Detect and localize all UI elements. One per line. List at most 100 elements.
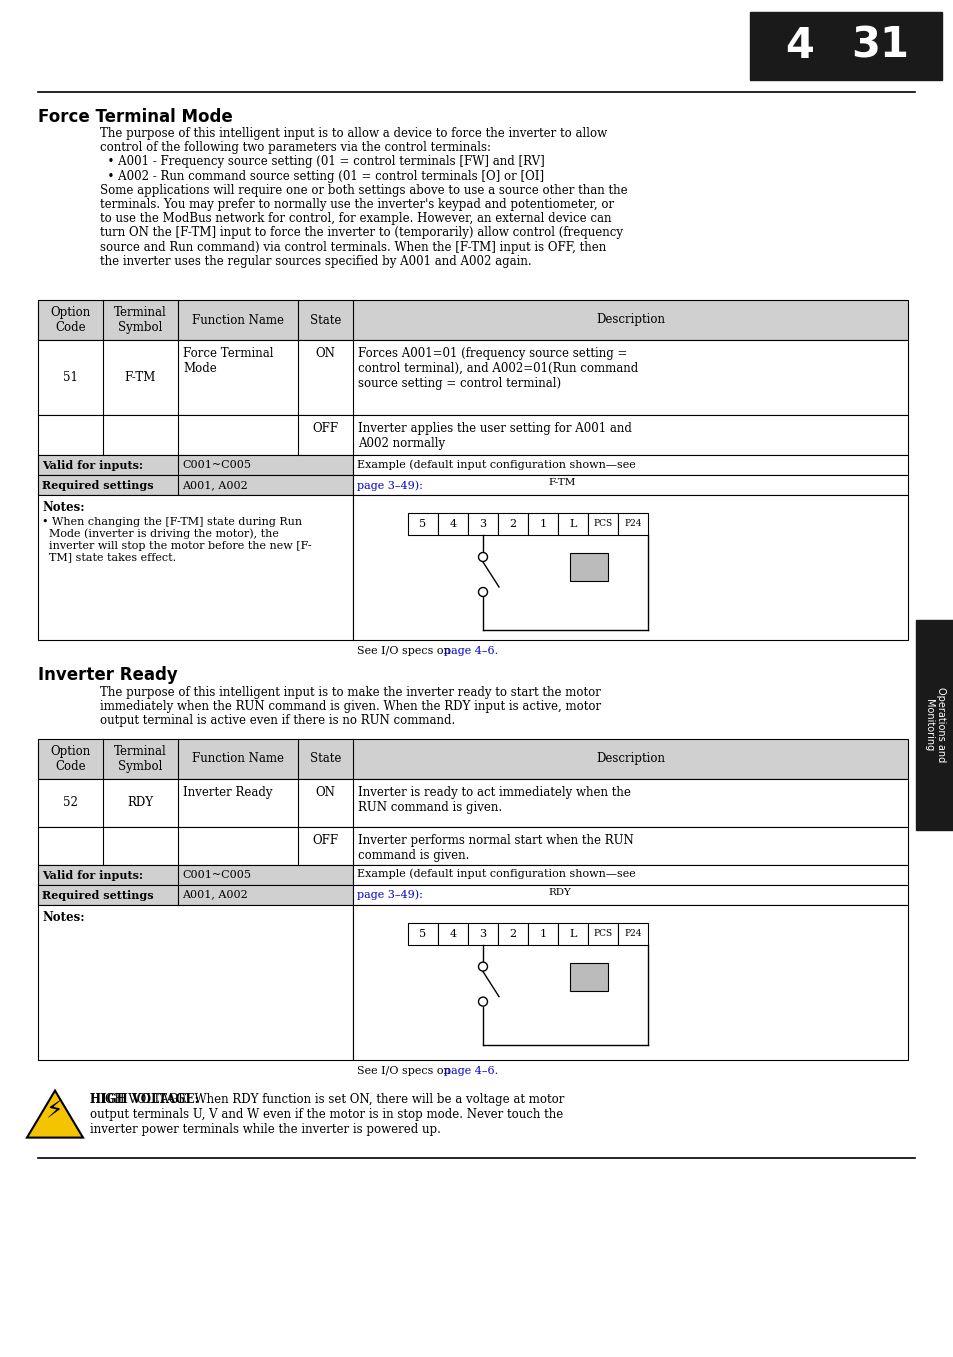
Text: 31: 31 — [850, 24, 908, 66]
Bar — [569, 962, 607, 991]
Bar — [353, 475, 907, 495]
Text: P24: P24 — [623, 930, 641, 938]
Text: OFF: OFF — [313, 833, 338, 847]
Text: Description: Description — [596, 752, 664, 765]
Bar — [38, 864, 353, 885]
Text: page 3–49):: page 3–49): — [356, 890, 422, 900]
Text: Inverter Ready: Inverter Ready — [38, 666, 177, 684]
Bar — [618, 513, 647, 535]
Text: 2: 2 — [509, 518, 516, 529]
Bar — [527, 923, 558, 944]
Bar — [38, 885, 353, 905]
Text: 4: 4 — [449, 928, 456, 939]
Text: 52: 52 — [63, 797, 78, 809]
Text: terminals. You may prefer to normally use the inverter's keypad and potentiomete: terminals. You may prefer to normally us… — [100, 198, 614, 210]
Text: Option
Code: Option Code — [51, 305, 91, 334]
Bar — [618, 923, 647, 944]
Bar — [353, 905, 907, 1060]
Text: L: L — [569, 518, 576, 529]
Bar — [437, 513, 468, 535]
Text: output terminal is active even if there is no RUN command.: output terminal is active even if there … — [100, 714, 455, 727]
Circle shape — [478, 962, 487, 972]
Text: Terminal
Symbol: Terminal Symbol — [114, 745, 167, 772]
Bar — [497, 513, 527, 535]
Bar — [353, 864, 907, 885]
Text: Forces A001=01 (frequency source setting =
control terminal), and A002=01(Run co: Forces A001=01 (frequency source setting… — [357, 347, 638, 389]
Text: 1: 1 — [538, 518, 546, 529]
Bar — [468, 513, 497, 535]
Text: Description: Description — [596, 313, 664, 327]
Bar — [569, 554, 607, 581]
Bar — [38, 300, 907, 341]
Text: to use the ModBus network for control, for example. However, an external device : to use the ModBus network for control, f… — [100, 212, 611, 225]
Text: 4: 4 — [449, 518, 456, 529]
Text: 3: 3 — [479, 928, 486, 939]
Text: Required settings: Required settings — [42, 480, 153, 491]
Circle shape — [478, 588, 487, 597]
Bar — [437, 923, 468, 944]
Bar — [38, 341, 907, 415]
Text: Example (default input configuration shown—see: Example (default input configuration sho… — [356, 459, 635, 470]
Polygon shape — [27, 1091, 83, 1137]
Text: F-TM: F-TM — [547, 478, 575, 487]
Text: 4: 4 — [784, 24, 814, 66]
Bar — [749, 12, 941, 80]
Bar — [527, 513, 558, 535]
Text: 5: 5 — [419, 928, 426, 939]
Bar — [38, 738, 907, 779]
Text: • A001 - Frequency source setting (01 = control terminals [FW] and [RV]: • A001 - Frequency source setting (01 = … — [100, 156, 544, 168]
Text: P24: P24 — [623, 520, 641, 528]
Text: Valid for inputs:: Valid for inputs: — [42, 870, 143, 881]
Text: See I/O specs on: See I/O specs on — [356, 646, 454, 655]
Text: See I/O specs on: See I/O specs on — [356, 1065, 454, 1076]
Text: 5: 5 — [419, 518, 426, 529]
Bar — [408, 923, 437, 944]
Text: Inverter Ready: Inverter Ready — [183, 786, 273, 799]
Text: 51: 51 — [63, 370, 78, 384]
Text: immediately when the RUN command is given. When the RDY input is active, motor: immediately when the RUN command is give… — [100, 700, 600, 714]
Text: 1: 1 — [538, 928, 546, 939]
Text: PCS: PCS — [593, 930, 612, 938]
Text: Inverter applies the user setting for A001 and
A002 normally: Inverter applies the user setting for A0… — [357, 422, 631, 451]
Text: The purpose of this intelligent input is to make the inverter ready to start the: The purpose of this intelligent input is… — [100, 687, 600, 699]
Text: ON: ON — [315, 347, 335, 360]
Text: The purpose of this intelligent input is to allow a device to force the inverter: The purpose of this intelligent input is… — [100, 128, 606, 140]
Text: Function Name: Function Name — [192, 313, 284, 327]
Text: A001, A002: A001, A002 — [182, 890, 248, 900]
Bar — [38, 415, 907, 455]
Text: ON: ON — [315, 786, 335, 799]
Text: page 3–49):: page 3–49): — [356, 480, 422, 491]
Text: the inverter uses the regular sources specified by A001 and A002 again.: the inverter uses the regular sources sp… — [100, 255, 531, 267]
Text: source and Run command) via control terminals. When the [F-TM] input is OFF, the: source and Run command) via control term… — [100, 240, 605, 254]
Text: HIGH VOLTAGE: When RDY function is set ON, there will be a voltage at motor
outp: HIGH VOLTAGE: When RDY function is set O… — [90, 1092, 564, 1136]
Bar — [353, 885, 907, 905]
Text: Force Terminal
Mode: Force Terminal Mode — [183, 347, 274, 375]
Text: OFF: OFF — [313, 422, 338, 436]
Bar — [558, 513, 587, 535]
Text: turn ON the [F-TM] input to force the inverter to (temporarily) allow control (f: turn ON the [F-TM] input to force the in… — [100, 227, 622, 239]
Text: 3: 3 — [479, 518, 486, 529]
Bar — [38, 495, 353, 641]
Bar — [38, 779, 907, 826]
Bar — [587, 923, 618, 944]
Text: Some applications will require one or both settings above to use a source other : Some applications will require one or bo… — [100, 183, 627, 197]
Text: C001~C005: C001~C005 — [182, 460, 251, 470]
Text: Terminal
Symbol: Terminal Symbol — [114, 305, 167, 334]
Text: 2: 2 — [509, 928, 516, 939]
Bar — [408, 513, 437, 535]
Text: Function Name: Function Name — [192, 752, 284, 765]
Text: A001, A002: A001, A002 — [182, 480, 248, 490]
Text: State: State — [310, 313, 341, 327]
Bar — [558, 923, 587, 944]
Text: HIGH VOLTAGE:: HIGH VOLTAGE: — [90, 1092, 198, 1106]
Circle shape — [478, 997, 487, 1006]
Text: Inverter is ready to act immediately when the
RUN command is given.: Inverter is ready to act immediately whe… — [357, 786, 630, 814]
Text: State: State — [310, 752, 341, 765]
Bar — [915, 620, 953, 830]
Bar — [468, 923, 497, 944]
Text: L: L — [569, 928, 576, 939]
Text: PCS: PCS — [593, 520, 612, 528]
Text: Example (default input configuration shown—see: Example (default input configuration sho… — [356, 868, 635, 879]
Text: Operations and
Monitoring: Operations and Monitoring — [923, 688, 944, 763]
Bar — [38, 905, 353, 1060]
